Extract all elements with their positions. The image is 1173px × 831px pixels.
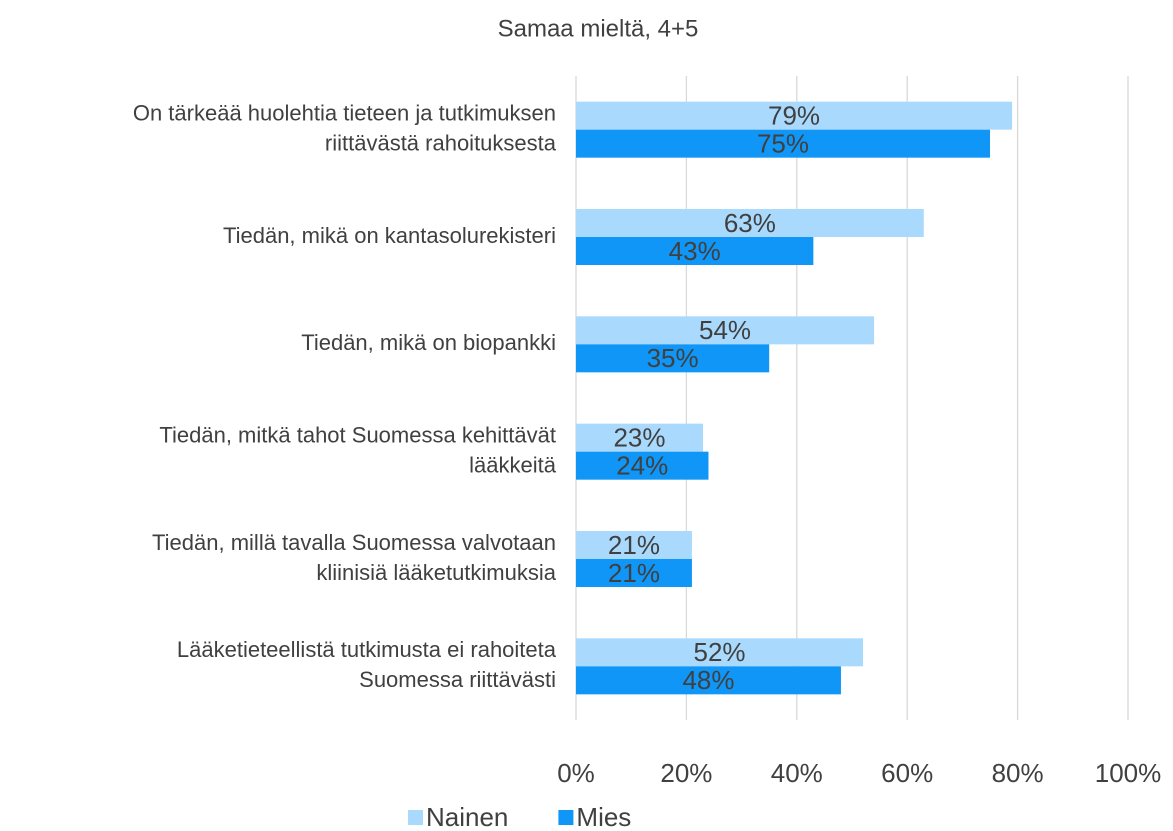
value-label: 21% bbox=[608, 558, 660, 588]
legend-swatch bbox=[558, 810, 574, 825]
bar bbox=[576, 423, 703, 452]
bar bbox=[576, 666, 841, 695]
x-tick-label: 40% bbox=[771, 758, 823, 788]
y-tick-label: kliinisiä lääketutkimuksia bbox=[316, 560, 556, 585]
bar bbox=[576, 101, 1013, 130]
value-label: 79% bbox=[768, 101, 820, 131]
bar bbox=[576, 209, 924, 237]
y-tick-label: Suomessa riittävästi bbox=[359, 667, 556, 692]
x-tick-label: 20% bbox=[660, 758, 712, 788]
y-tick-label: lääkkeitä bbox=[469, 452, 557, 477]
bar bbox=[576, 316, 875, 345]
value-label: 54% bbox=[699, 315, 751, 345]
bar bbox=[576, 638, 864, 667]
bar bbox=[576, 344, 770, 373]
value-label: 43% bbox=[669, 236, 721, 266]
value-label: 63% bbox=[724, 208, 776, 238]
x-tick-label: 0% bbox=[557, 758, 595, 788]
x-tick-label: 100% bbox=[1095, 758, 1162, 788]
bar bbox=[576, 129, 990, 158]
value-label: 52% bbox=[693, 637, 745, 667]
chart-title: Samaa mieltä, 4+5 bbox=[498, 15, 699, 42]
value-label: 21% bbox=[608, 530, 660, 560]
y-tick-label: Tiedän, mikä on biopankki bbox=[301, 330, 556, 355]
bar bbox=[576, 531, 692, 559]
legend-swatch bbox=[408, 810, 423, 825]
value-label: 75% bbox=[757, 129, 809, 159]
y-tick-label: Tiedän, mikä on kantasolurekisteri bbox=[223, 223, 556, 248]
x-tick-label: 60% bbox=[881, 758, 933, 788]
value-label: 23% bbox=[613, 423, 665, 453]
y-tick-label: Tiedän, millä tavalla Suomessa valvotaan bbox=[152, 530, 556, 555]
value-label: 35% bbox=[647, 343, 699, 373]
legend-label: Mies bbox=[576, 802, 631, 831]
value-label: 48% bbox=[682, 665, 734, 695]
y-tick-label: Lääketieteellistä tutkimusta ei rahoitet… bbox=[177, 637, 557, 662]
bar bbox=[576, 451, 709, 480]
y-tick-label: On tärkeää huolehtia tieteen ja tutkimuk… bbox=[133, 100, 556, 125]
bar bbox=[576, 237, 814, 265]
x-tick-label: 80% bbox=[992, 758, 1044, 788]
bar bbox=[576, 559, 692, 587]
value-label: 24% bbox=[616, 451, 668, 481]
y-tick-label: Tiedän, mitkä tahot Suomessa kehittävät bbox=[159, 422, 556, 447]
legend-label: Nainen bbox=[426, 802, 508, 831]
y-tick-label: riittävästä rahoituksesta bbox=[325, 130, 557, 155]
